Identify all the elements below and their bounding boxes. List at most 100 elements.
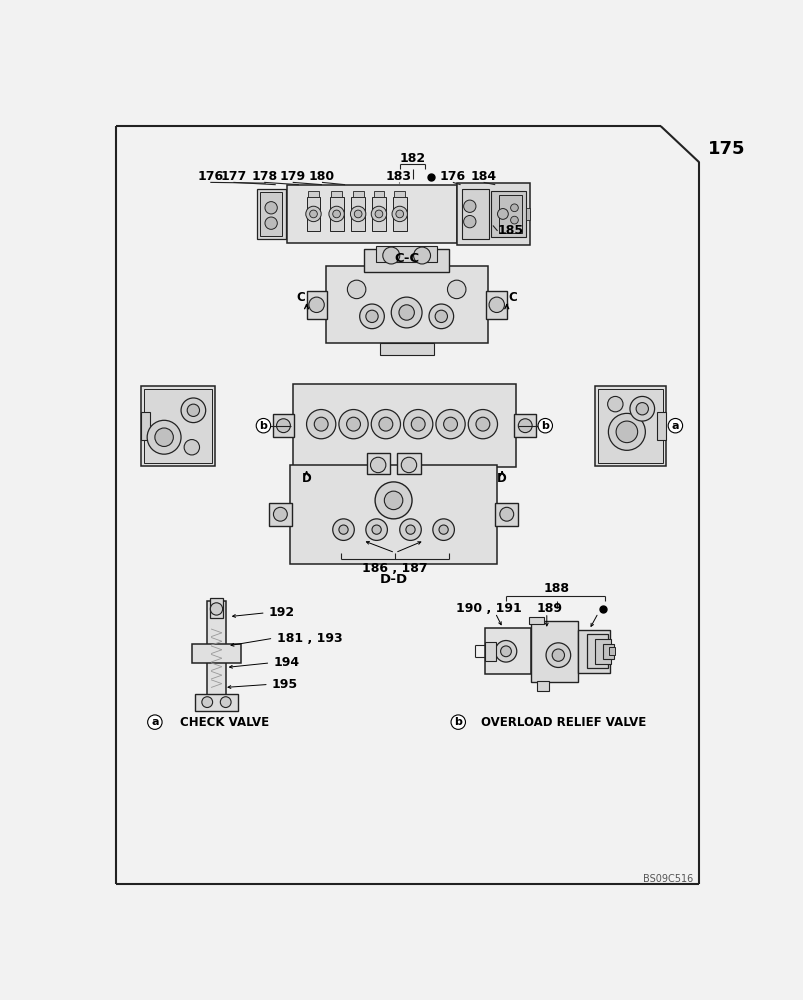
Bar bbox=[290, 465, 496, 564]
Text: 185: 185 bbox=[497, 224, 523, 237]
Bar bbox=[397, 453, 420, 474]
Text: C: C bbox=[508, 291, 516, 304]
Text: D: D bbox=[496, 472, 507, 485]
Circle shape bbox=[382, 247, 399, 264]
Bar bbox=[306, 197, 320, 231]
Text: 184: 184 bbox=[470, 170, 496, 183]
Circle shape bbox=[434, 310, 447, 323]
Circle shape bbox=[467, 410, 497, 439]
Text: 182: 182 bbox=[399, 152, 426, 165]
Circle shape bbox=[378, 417, 393, 431]
Circle shape bbox=[488, 297, 503, 312]
Text: C-C: C-C bbox=[393, 252, 418, 265]
Circle shape bbox=[370, 457, 385, 473]
Text: C: C bbox=[296, 291, 304, 304]
Text: 183: 183 bbox=[385, 170, 411, 183]
Circle shape bbox=[187, 404, 199, 416]
Circle shape bbox=[518, 419, 532, 433]
Bar bbox=[331, 191, 341, 197]
Text: 192: 192 bbox=[268, 606, 295, 619]
Circle shape bbox=[181, 398, 206, 423]
Circle shape bbox=[365, 519, 387, 540]
Bar bbox=[393, 197, 406, 231]
Circle shape bbox=[339, 410, 368, 439]
Text: 186 , 187: 186 , 187 bbox=[362, 562, 427, 575]
Bar bbox=[329, 197, 343, 231]
Circle shape bbox=[429, 304, 453, 329]
Circle shape bbox=[276, 419, 290, 433]
Circle shape bbox=[475, 417, 489, 431]
Text: a: a bbox=[151, 717, 158, 727]
Circle shape bbox=[184, 440, 199, 455]
Circle shape bbox=[202, 697, 212, 708]
Circle shape bbox=[308, 297, 324, 312]
Circle shape bbox=[395, 210, 403, 218]
Circle shape bbox=[463, 215, 475, 228]
Bar bbox=[141, 386, 214, 466]
Text: b: b bbox=[454, 717, 462, 727]
Bar bbox=[353, 191, 363, 197]
Text: 177: 177 bbox=[220, 170, 247, 183]
Bar bbox=[256, 189, 285, 239]
Text: 189: 189 bbox=[536, 602, 561, 615]
Bar bbox=[499, 195, 521, 233]
Circle shape bbox=[350, 206, 365, 222]
Circle shape bbox=[545, 643, 570, 667]
Circle shape bbox=[447, 280, 466, 299]
Bar bbox=[491, 191, 525, 237]
Bar bbox=[372, 197, 385, 231]
Bar bbox=[393, 191, 405, 197]
Circle shape bbox=[500, 646, 511, 657]
Bar bbox=[144, 389, 211, 463]
Circle shape bbox=[607, 396, 622, 412]
Circle shape bbox=[332, 210, 340, 218]
Bar bbox=[484, 642, 495, 661]
Circle shape bbox=[375, 482, 411, 519]
Bar bbox=[287, 185, 456, 243]
Circle shape bbox=[398, 305, 414, 320]
Text: 175: 175 bbox=[707, 140, 744, 158]
Text: 179: 179 bbox=[279, 170, 305, 183]
Bar bbox=[485, 291, 506, 319]
Bar bbox=[375, 246, 437, 262]
Circle shape bbox=[443, 417, 457, 431]
Bar bbox=[495, 503, 518, 526]
Circle shape bbox=[495, 641, 516, 662]
Bar bbox=[456, 183, 529, 245]
Text: D-D: D-D bbox=[379, 573, 407, 586]
Bar bbox=[586, 634, 608, 668]
Circle shape bbox=[497, 209, 507, 219]
Bar bbox=[602, 644, 613, 659]
Bar bbox=[366, 453, 389, 474]
Circle shape bbox=[630, 396, 654, 421]
Circle shape bbox=[392, 206, 407, 222]
Circle shape bbox=[365, 310, 377, 323]
Text: 188: 188 bbox=[543, 582, 569, 595]
Bar bbox=[656, 412, 666, 440]
Bar bbox=[141, 412, 150, 440]
Bar bbox=[484, 628, 531, 674]
Circle shape bbox=[510, 216, 518, 224]
Circle shape bbox=[265, 202, 277, 214]
Circle shape bbox=[347, 280, 365, 299]
Bar bbox=[609, 647, 614, 655]
Text: D: D bbox=[301, 472, 311, 485]
Bar bbox=[268, 503, 291, 526]
Circle shape bbox=[273, 507, 287, 521]
Circle shape bbox=[401, 457, 416, 473]
Text: 176: 176 bbox=[197, 170, 223, 183]
Circle shape bbox=[346, 417, 360, 431]
Bar bbox=[577, 630, 609, 673]
Bar bbox=[525, 208, 529, 220]
Text: b: b bbox=[540, 421, 548, 431]
Circle shape bbox=[306, 410, 336, 439]
Circle shape bbox=[328, 206, 344, 222]
Bar bbox=[536, 681, 548, 691]
Bar bbox=[260, 192, 282, 235]
Bar bbox=[514, 414, 536, 437]
Circle shape bbox=[155, 428, 173, 446]
Circle shape bbox=[354, 210, 361, 218]
Circle shape bbox=[372, 525, 381, 534]
Bar bbox=[308, 191, 319, 197]
Bar bbox=[292, 384, 516, 467]
